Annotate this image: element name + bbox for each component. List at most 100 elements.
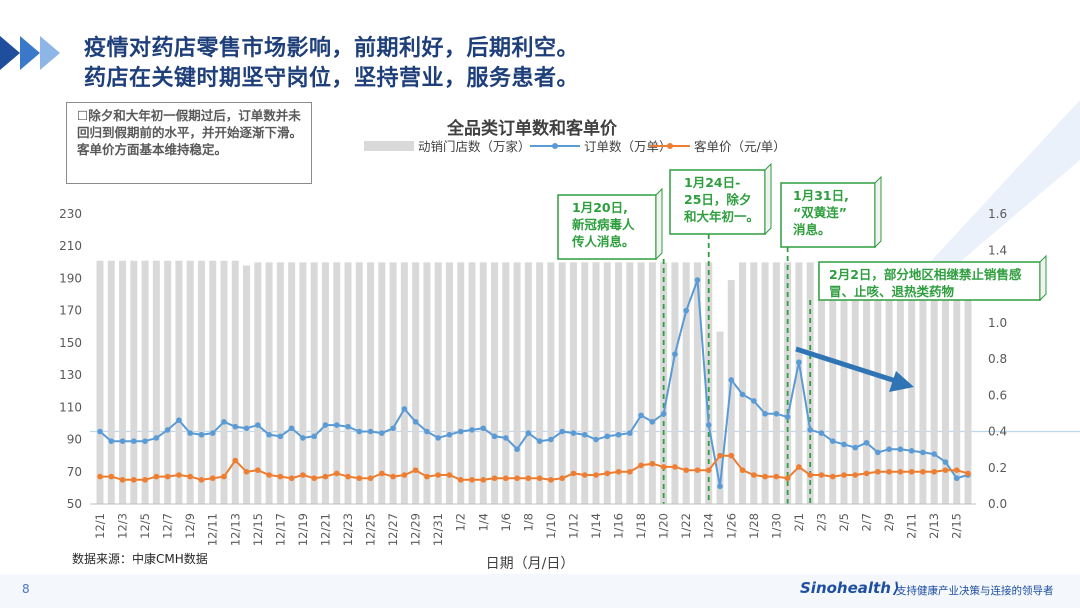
x-tick-label: 1/4 (476, 513, 490, 532)
chevron-decoration-icon (20, 36, 40, 70)
avg-price-point (367, 475, 374, 482)
brand-logo: Sinohealth ⟩ (800, 579, 900, 597)
avg-price-point (728, 452, 735, 459)
orders-point (660, 410, 667, 417)
bar-store-count (592, 262, 600, 504)
x-tick-label: 2/11 (905, 513, 919, 539)
x-tick-label: 12/31 (431, 513, 445, 546)
orders-point (457, 428, 464, 435)
orders-point (841, 441, 847, 448)
orders-point (503, 435, 509, 441)
y-left-tick-label: 70 (67, 465, 82, 479)
avg-price-point (908, 468, 915, 475)
bar-store-count (186, 260, 194, 504)
orders-point (97, 428, 103, 435)
bar-store-count (648, 262, 656, 504)
avg-price-point (784, 475, 791, 482)
orders-point (480, 425, 487, 432)
avg-price-point (796, 464, 802, 470)
checkbox-bullet-icon: ☐ (77, 108, 89, 123)
x-tick-label: 12/1 (93, 513, 107, 539)
avg-price-point (829, 473, 836, 480)
decorative-ray (895, 100, 1080, 300)
orders-point (108, 438, 115, 444)
x-tick-label: 1/6 (499, 513, 513, 532)
x-tick-label: 12/7 (161, 513, 175, 539)
orders-point (559, 428, 565, 435)
y-right-tick-label: 0.8 (988, 352, 1007, 366)
orders-point (581, 431, 588, 438)
avg-price-point (841, 472, 847, 478)
avg-price-point (469, 477, 475, 483)
y-left-tick-label: 150 (59, 336, 82, 350)
y-left-tick-label: 230 (59, 207, 82, 221)
x-tick-label: 2/3 (814, 513, 828, 532)
orders-point (119, 438, 126, 444)
orders-point (953, 475, 960, 482)
callout-text: 冒、止咳、退热类药物 (829, 284, 955, 299)
bar-store-count (705, 262, 713, 504)
page-title-line-1: 疫情对药店零售市场影响，前期利好，后期利空。 (84, 36, 580, 61)
orders-point (694, 277, 701, 283)
legend-swatch-bars (364, 141, 414, 151)
orders-point (311, 433, 317, 440)
orders-point (491, 433, 498, 440)
orders-point (232, 423, 239, 430)
bar-store-count (321, 262, 329, 504)
x-tick-label: 12/11 (206, 513, 220, 546)
callout-text: 1月20日, (572, 200, 628, 215)
avg-price-point (751, 472, 757, 478)
orders-point (412, 419, 419, 425)
bar-store-count (851, 262, 859, 504)
avg-price-point (953, 467, 960, 473)
avg-price-point (559, 475, 565, 482)
x-tick-label: 12/3 (116, 513, 130, 539)
avg-price-point (694, 467, 701, 473)
avg-price-point (638, 462, 644, 469)
x-tick-label: 12/25 (364, 513, 378, 546)
bar-store-count (367, 262, 375, 504)
orders-point (356, 428, 363, 435)
callout-scroll-edge (655, 187, 663, 261)
bar-store-count (536, 262, 544, 504)
bar-store-count (739, 262, 747, 504)
avg-price-point (581, 472, 588, 478)
avg-price-point (920, 468, 926, 475)
avg-price-point (243, 468, 250, 475)
orders-point (333, 422, 340, 428)
bar-store-count (885, 262, 893, 504)
bar-store-count (423, 262, 431, 504)
callout-text: 2月2日，部分地区相继禁止销售感 (829, 267, 1022, 282)
orders-point (548, 436, 554, 443)
bar-store-count (333, 262, 341, 504)
x-tick-label: 1/14 (589, 513, 603, 539)
bar-store-count (502, 262, 510, 504)
bar-store-count (400, 262, 408, 504)
bar-store-count (479, 262, 487, 504)
orders-point (638, 412, 644, 419)
callout-scroll-edge (764, 162, 772, 236)
y-right-tick-label: 0.6 (988, 388, 1007, 402)
bar-store-count (581, 262, 589, 504)
combo-chart: 2302101901701501301109070501.61.41.21.00… (59, 118, 1080, 572)
orders-point (705, 422, 712, 428)
avg-price-point (345, 473, 351, 480)
x-tick-label: 12/19 (296, 513, 310, 546)
avg-price-point (615, 468, 622, 475)
callout-scroll-edge (874, 175, 882, 249)
bar-store-count (750, 262, 758, 504)
bar-store-count (682, 262, 690, 504)
x-tick-label: 1/8 (521, 513, 535, 532)
note-text: 除夕和大年初一假期过后，订单数并未回归到假期前的水平，并开始逐渐下滑。客单价方面… (77, 108, 303, 157)
bar-store-count (389, 262, 397, 504)
bar-store-count (288, 262, 296, 504)
orders-point (875, 449, 881, 456)
x-tick-label: 2/15 (950, 513, 964, 539)
avg-price-point (401, 472, 408, 478)
x-tick-label: 1/30 (769, 513, 783, 539)
data-source: 数据来源：中康CMH数据 (72, 552, 208, 566)
callout-text: “双黄连” (793, 205, 847, 220)
y-right-tick-label: 1.4 (988, 243, 1007, 257)
avg-price-point (446, 472, 453, 478)
avg-price-line (100, 454, 969, 481)
